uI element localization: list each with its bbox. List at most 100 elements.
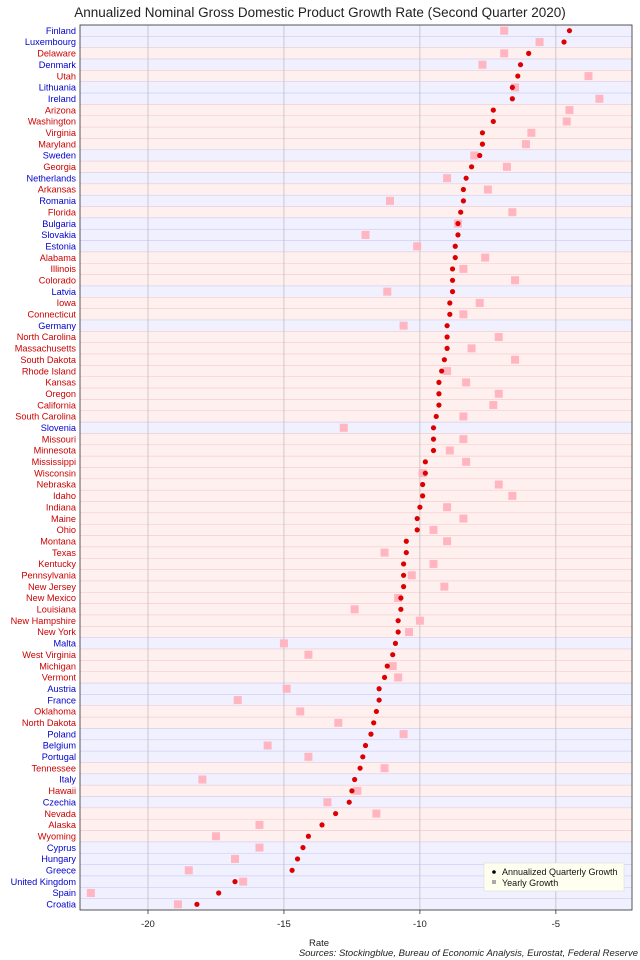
yearly-growth-point	[535, 38, 544, 47]
yearly-growth-point	[380, 764, 389, 773]
row-band	[79, 217, 633, 230]
quarterly-growth-point	[515, 73, 521, 79]
category-label: California	[37, 400, 77, 410]
quarterly-growth-point	[390, 652, 396, 658]
yearly-growth-point	[475, 298, 484, 307]
quarterly-growth-point	[449, 277, 456, 283]
yearly-growth-point	[443, 537, 452, 546]
quarterly-growth-point	[360, 754, 366, 760]
category-label: New York	[37, 627, 76, 637]
category-label: United Kingdom	[11, 877, 77, 887]
row-band	[79, 240, 633, 253]
yearly-growth-point	[481, 253, 490, 262]
row-band	[79, 274, 633, 287]
yearly-growth-point	[462, 378, 471, 387]
yearly-growth-point	[508, 491, 517, 500]
row-band	[79, 580, 633, 593]
row-band	[79, 841, 633, 854]
category-label: Vermont	[42, 673, 77, 683]
category-label: Finland	[46, 26, 76, 36]
row-band	[79, 92, 633, 105]
category-label: New Jersey	[28, 582, 76, 592]
quarterly-growth-point	[452, 243, 458, 249]
row-band	[79, 648, 633, 661]
category-label: Texas	[52, 548, 76, 558]
row-band	[79, 705, 633, 718]
category-label: Greece	[46, 865, 76, 875]
row-band	[79, 36, 633, 48]
yearly-growth-point	[478, 60, 487, 69]
category-label: South Dakota	[20, 355, 77, 365]
quarterly-growth-point	[216, 890, 222, 896]
category-label: France	[47, 695, 76, 705]
quarterly-growth-point	[430, 447, 437, 454]
yearly-growth-point	[462, 457, 471, 466]
category-label: Oklahoma	[34, 707, 77, 717]
legend-quarterly-label: Annualized Quarterly Growth	[502, 867, 618, 877]
row-band	[79, 501, 633, 514]
category-label: Indiana	[46, 502, 77, 512]
yearly-growth-point	[86, 888, 95, 897]
row-band	[79, 47, 633, 60]
category-label: Virginia	[46, 128, 77, 138]
category-label: Missouri	[42, 434, 76, 444]
row-band	[79, 297, 633, 309]
quarterly-growth-point	[436, 391, 442, 397]
yearly-growth-point	[334, 718, 343, 727]
yearly-growth-point	[511, 355, 520, 364]
category-label: Florida	[48, 207, 77, 217]
category-label: Poland	[47, 729, 76, 739]
legend-yearly-label: Yearly Growth	[502, 878, 558, 888]
x-tick-label: -5	[552, 919, 560, 930]
category-label: Belgium	[43, 741, 77, 751]
row-band	[79, 489, 633, 502]
quarterly-growth-point	[463, 175, 469, 181]
row-bands	[79, 24, 633, 911]
quarterly-growth-point	[346, 799, 352, 805]
category-label: Austria	[47, 684, 76, 694]
row-band	[79, 558, 633, 570]
category-label: Ireland	[48, 94, 76, 104]
row-band	[79, 308, 633, 321]
quarterly-growth-point	[455, 220, 461, 227]
row-band	[79, 671, 633, 684]
quarterly-growth-point	[436, 402, 442, 408]
yearly-growth-point	[282, 684, 291, 693]
quarterly-growth-point	[289, 867, 295, 873]
yearly-growth-point	[508, 208, 517, 217]
row-band	[79, 342, 633, 355]
quarterly-growth-point	[232, 879, 238, 885]
yearly-growth-point	[511, 83, 520, 92]
yearly-growth-series	[86, 26, 604, 909]
category-label: Arkansas	[38, 185, 77, 195]
quarterly-growth-point	[455, 232, 461, 238]
quarterly-growth-point	[468, 164, 475, 170]
yearly-growth-point	[255, 843, 264, 852]
quarterly-growth-point	[417, 504, 423, 510]
yearly-growth-point	[459, 412, 468, 421]
quarterly-growth-point	[490, 118, 496, 125]
legend-quarterly-marker	[492, 870, 496, 874]
category-label: Pennsylvania	[21, 570, 77, 580]
yearly-growth-point	[211, 832, 220, 841]
category-label: Louisiana	[37, 605, 77, 615]
row-band	[79, 660, 633, 672]
quarterly-growth-point	[490, 107, 496, 113]
row-band	[79, 387, 633, 400]
row-band	[79, 750, 633, 763]
row-band	[79, 614, 633, 627]
yearly-growth-point	[399, 321, 408, 330]
row-band	[79, 444, 633, 457]
row-band	[79, 149, 633, 162]
yearly-growth-point	[494, 389, 503, 398]
quarterly-growth-point	[561, 39, 567, 45]
yearly-growth-point	[405, 628, 414, 637]
category-label: Washington	[28, 117, 76, 127]
category-label: Denmark	[39, 60, 77, 70]
category-label: Sweden	[43, 151, 76, 161]
yearly-growth-point	[353, 786, 362, 795]
quarterly-growth-point	[414, 527, 420, 533]
legend: Annualized Quarterly Growth Yearly Growt…	[483, 862, 625, 892]
category-label: Alaska	[48, 820, 76, 830]
row-band	[79, 126, 633, 139]
